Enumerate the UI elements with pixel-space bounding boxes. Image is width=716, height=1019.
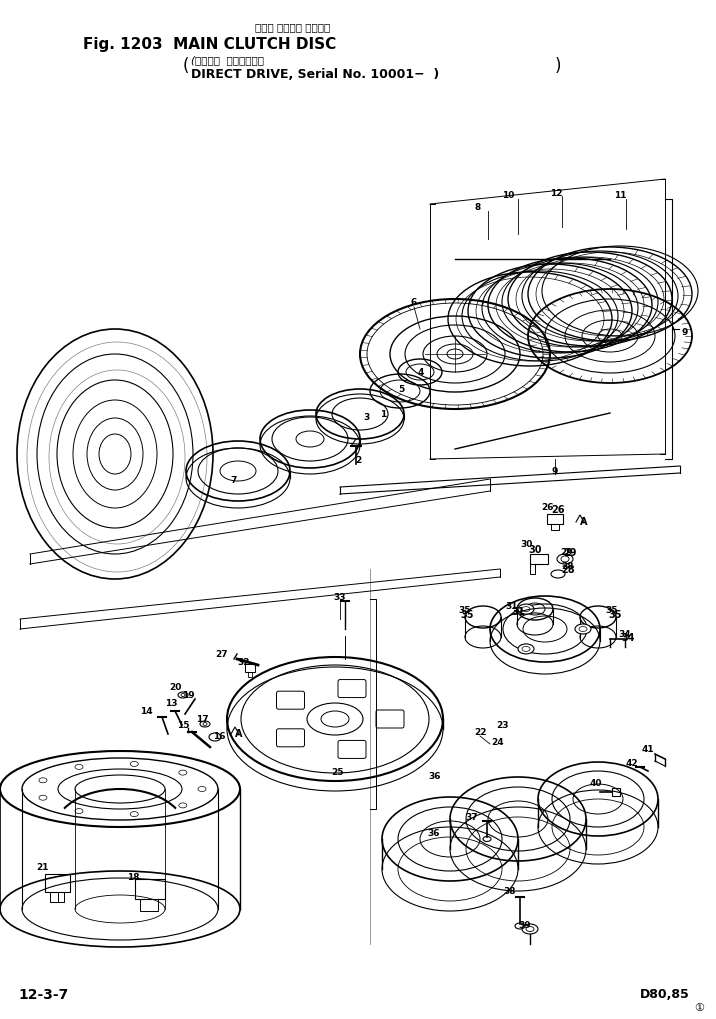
Text: 35: 35 [460,609,474,620]
Text: (: ( [183,57,189,75]
Ellipse shape [575,625,591,635]
Text: 19: 19 [182,691,194,700]
Text: 1: 1 [380,410,386,419]
Text: 23: 23 [495,720,508,730]
Text: 39: 39 [518,920,531,929]
Text: 8: 8 [475,204,481,212]
Text: 34: 34 [621,633,635,642]
Text: 21: 21 [36,863,48,871]
Bar [135,879,165,899]
Text: ): ) [555,57,561,75]
Text: 40: 40 [590,779,602,788]
Text: 31: 31 [511,606,525,616]
Text: 35: 35 [606,606,618,614]
Bar [248,673,252,678]
Text: 10: 10 [502,192,514,201]
Text: DIRECT DRIVE, Serial No. 10001−  ): DIRECT DRIVE, Serial No. 10001− ) [191,68,439,81]
Bar [140,899,158,911]
Bar [530,554,548,565]
Ellipse shape [518,604,534,614]
Text: 9: 9 [681,328,687,337]
Text: 25: 25 [331,767,343,776]
Text: 38: 38 [504,887,516,896]
Text: 3: 3 [363,413,369,422]
Text: 42: 42 [626,759,638,767]
Text: 32: 32 [238,658,251,666]
Bar [245,664,255,673]
FancyBboxPatch shape [338,741,366,759]
Text: Fig. 1203  MAIN CLUTCH DISC: Fig. 1203 MAIN CLUTCH DISC [83,37,337,52]
Bar [551,525,559,531]
Text: 12-3-7: 12-3-7 [18,987,68,1001]
Text: 12: 12 [550,189,562,198]
Text: 7: 7 [231,476,237,485]
Text: 4: 4 [418,368,424,377]
Text: 36: 36 [429,771,441,781]
Text: 36: 36 [427,828,440,838]
Text: 37: 37 [465,813,478,821]
Text: 15: 15 [177,720,189,730]
Text: 17: 17 [195,714,208,723]
Text: 28: 28 [561,565,575,575]
Text: 24: 24 [492,738,504,747]
Text: 29: 29 [563,547,577,557]
Text: 13: 13 [165,699,178,708]
Text: 22: 22 [474,728,486,737]
Text: 30: 30 [521,540,533,549]
Text: 26: 26 [542,503,554,512]
FancyBboxPatch shape [376,710,404,729]
Text: 35: 35 [609,609,621,620]
Text: 20: 20 [169,683,181,692]
Text: (クラッチ  式・適用号機: (クラッチ 式・適用号機 [191,55,264,65]
Text: 14: 14 [140,707,153,715]
Text: 16: 16 [213,732,226,741]
Text: 30: 30 [528,544,542,554]
Text: A: A [235,729,243,739]
Bar [547,515,563,525]
Text: 31: 31 [505,602,518,611]
Text: メイン クラッチ ディスク: メイン クラッチ ディスク [255,22,330,32]
Text: 28: 28 [562,561,574,571]
Text: 18: 18 [127,872,139,881]
Text: 34: 34 [619,630,632,639]
Text: 27: 27 [216,650,228,659]
Bar [612,789,620,796]
Text: 41: 41 [642,745,654,754]
Text: 35: 35 [459,606,471,614]
FancyBboxPatch shape [276,692,304,709]
Text: ①: ① [694,1002,704,1012]
Text: 11: 11 [614,192,626,201]
Ellipse shape [518,644,534,654]
Bar [45,874,70,892]
Text: 29: 29 [561,548,574,557]
Text: 33: 33 [334,593,347,602]
Text: D80,85: D80,85 [640,987,690,1001]
Bar [530,565,535,575]
Text: A: A [580,517,588,527]
Text: 5: 5 [398,385,404,394]
Ellipse shape [209,734,221,741]
FancyBboxPatch shape [276,729,304,747]
Bar [50,892,64,902]
Text: 6: 6 [411,299,417,307]
Text: 26: 26 [551,504,565,515]
Text: 9: 9 [552,467,558,476]
Text: 2: 2 [355,457,361,465]
FancyBboxPatch shape [338,680,366,698]
